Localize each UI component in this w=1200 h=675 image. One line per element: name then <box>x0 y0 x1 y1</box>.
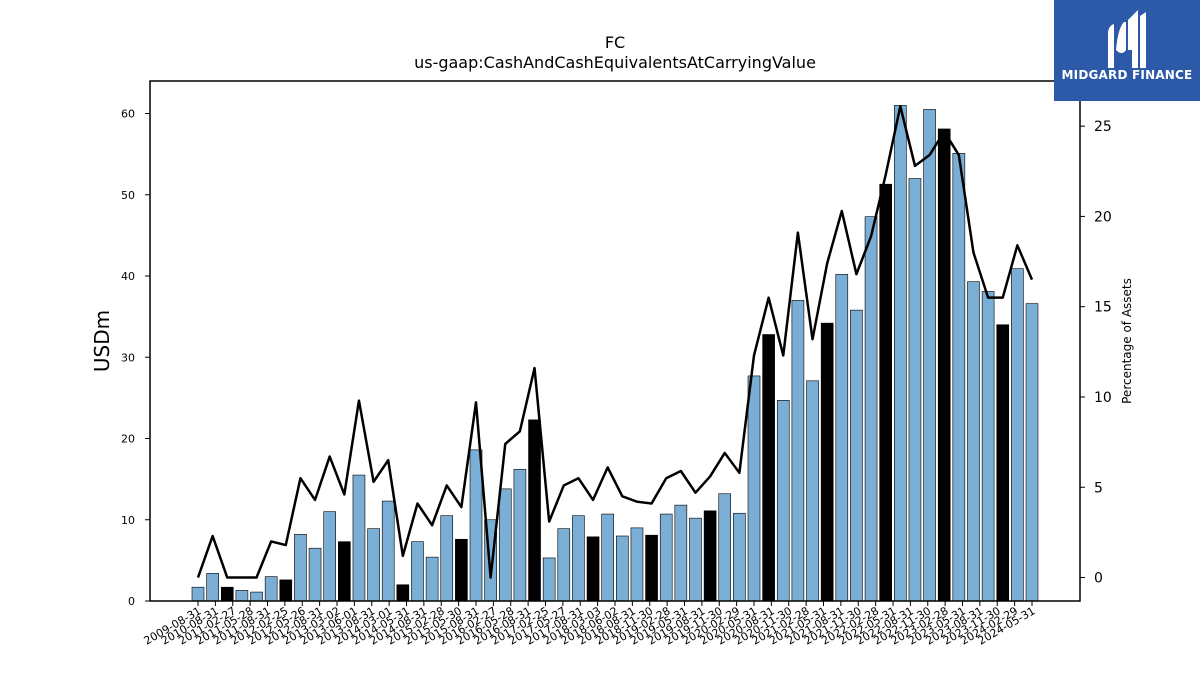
bar <box>923 109 936 602</box>
x-axis-ticks: 2009-08-312010-08-312011-02-272011-05-28… <box>142 601 1038 648</box>
bar <box>864 216 878 602</box>
bar <box>338 541 351 602</box>
bar <box>308 547 322 602</box>
y2-tick-label: 0 <box>1094 571 1103 587</box>
y2-tick-label: 20 <box>1094 209 1112 225</box>
bar <box>674 504 688 602</box>
bar <box>937 128 951 602</box>
bar <box>323 511 336 602</box>
brand-name: MIDGARD FINANCE <box>1061 68 1193 82</box>
y-tick-label: 30 <box>121 351 135 364</box>
bar <box>264 576 278 602</box>
bar <box>235 590 249 602</box>
bar <box>659 513 673 602</box>
bar <box>835 274 849 602</box>
bar <box>498 488 512 602</box>
bar <box>791 300 805 602</box>
y-tick-label: 40 <box>121 270 135 283</box>
bar <box>776 400 790 602</box>
brand-mark-icon <box>1108 10 1146 68</box>
bar <box>967 281 980 602</box>
bar <box>762 334 775 602</box>
bar <box>586 536 600 602</box>
plot-frame <box>149 80 1081 602</box>
bar <box>952 153 966 602</box>
y-axis-ticks: 0 10 20 30 40 50 60 <box>121 108 150 608</box>
bar <box>908 178 922 602</box>
bar <box>279 579 293 602</box>
y-tick-label: 20 <box>121 433 135 446</box>
bar <box>469 449 483 602</box>
y-axis-label: USDm <box>90 310 114 372</box>
bar <box>879 183 892 602</box>
bar <box>367 528 380 602</box>
chart-title: FC <box>605 33 625 52</box>
bar <box>557 528 571 602</box>
bar <box>250 591 263 602</box>
y2-axis-ticks: 0 5 10 15 20 25 <box>1080 119 1112 587</box>
bar <box>689 517 702 602</box>
bar <box>733 512 746 602</box>
bar <box>703 510 717 602</box>
y2-axis-label: Percentage of Assets <box>1120 278 1134 404</box>
bar <box>747 375 761 602</box>
bar <box>996 324 1010 602</box>
y-tick-label: 10 <box>121 514 135 527</box>
bar <box>440 515 454 602</box>
percentage-line-series <box>196 105 1034 579</box>
bar <box>1025 303 1039 602</box>
bar <box>820 322 834 602</box>
bar <box>645 534 658 602</box>
bar <box>513 469 527 602</box>
bar <box>191 586 205 602</box>
y-tick-label: 60 <box>121 108 135 121</box>
bar <box>542 557 556 602</box>
y-tick-label: 50 <box>121 189 135 202</box>
y2-tick-label: 5 <box>1094 480 1103 496</box>
bar <box>1011 268 1024 602</box>
bar <box>411 541 424 602</box>
bar <box>616 535 629 602</box>
bar <box>206 573 219 602</box>
percentage-line <box>196 105 1034 579</box>
bar <box>630 527 644 602</box>
y2-tick-label: 10 <box>1094 390 1112 406</box>
bar <box>718 493 732 602</box>
brand-logo: MIDGARD FINANCE <box>1054 0 1200 101</box>
bar-series <box>191 105 1039 602</box>
bar <box>396 584 410 602</box>
bar <box>601 513 614 602</box>
chart-subtitle: us-gaap:CashAndCashEquivalentsAtCarrying… <box>414 53 816 72</box>
bar <box>894 105 907 602</box>
bar <box>220 586 234 602</box>
bar <box>294 534 307 602</box>
y-tick-label: 0 <box>128 595 135 608</box>
bar <box>572 515 585 602</box>
bar <box>981 291 995 602</box>
bar <box>425 556 439 602</box>
y2-tick-label: 15 <box>1094 300 1112 316</box>
bar <box>806 380 819 602</box>
bar <box>352 474 366 602</box>
bar <box>850 309 863 602</box>
bar <box>528 419 541 602</box>
bar <box>381 500 395 602</box>
bar <box>455 538 468 602</box>
y2-tick-label: 25 <box>1094 119 1112 135</box>
